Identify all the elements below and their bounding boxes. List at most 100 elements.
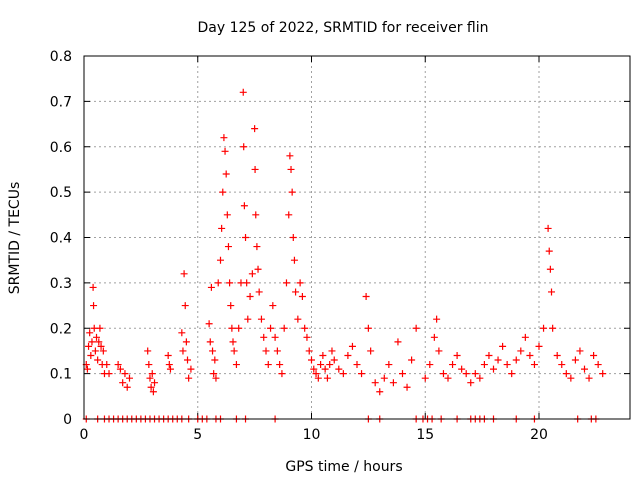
x-tick-label: 20 xyxy=(530,427,548,443)
y-tick-labels: 0 0.1 0.2 0.3 0.4 0.5 0.6 0.7 0.8 xyxy=(50,49,72,428)
data-point xyxy=(339,370,347,378)
data-point xyxy=(219,188,227,196)
data-point xyxy=(453,351,461,359)
y-tick-label: 0.2 xyxy=(50,321,72,337)
x-tick-label: 5 xyxy=(193,427,202,443)
y-tick-label: 0.5 xyxy=(50,185,72,201)
data-point xyxy=(251,125,259,133)
data-point xyxy=(312,370,320,378)
data-point xyxy=(89,283,97,291)
data-point xyxy=(239,88,247,96)
data-point xyxy=(599,370,607,378)
data-point xyxy=(83,365,91,373)
data-point xyxy=(314,374,322,382)
data-point xyxy=(182,338,190,346)
data-point xyxy=(224,243,232,251)
data-point xyxy=(558,361,566,369)
data-point xyxy=(267,324,275,332)
data-point xyxy=(289,234,297,241)
data-point xyxy=(305,347,313,355)
data-point xyxy=(246,292,254,300)
data-point xyxy=(344,351,352,359)
data-point xyxy=(278,370,286,378)
data-point xyxy=(328,347,336,355)
data-point xyxy=(467,379,475,387)
y-tick-label: 0 xyxy=(63,412,72,428)
data-point xyxy=(210,370,218,378)
data-point xyxy=(232,361,240,369)
data-point xyxy=(546,265,554,273)
data-point xyxy=(119,379,127,387)
data-point xyxy=(184,356,192,364)
x-tick-label: 10 xyxy=(303,427,321,443)
x-axis-title: GPS time / hours xyxy=(285,459,402,475)
data-point xyxy=(503,361,511,369)
data-point xyxy=(553,351,561,359)
data-point xyxy=(371,379,379,387)
data-point xyxy=(449,361,457,369)
data-point xyxy=(581,365,588,373)
data-point xyxy=(540,324,548,332)
data-point xyxy=(264,361,272,369)
data-point xyxy=(178,329,186,337)
data-point xyxy=(530,361,538,369)
data-point xyxy=(116,365,124,373)
data-point xyxy=(303,333,311,341)
data-point xyxy=(121,370,129,378)
data-point xyxy=(214,279,222,287)
data-point xyxy=(394,338,402,346)
data-point xyxy=(240,202,248,210)
data-point xyxy=(103,361,111,369)
data-point xyxy=(319,351,327,359)
data-point xyxy=(517,347,525,355)
data-point xyxy=(280,324,288,332)
data-point xyxy=(412,324,420,332)
plot-frame xyxy=(83,55,631,420)
data-point xyxy=(85,342,93,350)
data-point xyxy=(594,361,602,369)
chart-title: Day 125 of 2022, SRMTID for receiver fli… xyxy=(198,20,489,36)
data-point xyxy=(308,356,315,364)
data-point xyxy=(426,361,434,369)
data-point xyxy=(165,361,173,369)
data-point xyxy=(367,347,375,355)
data-point xyxy=(252,211,260,219)
data-point xyxy=(86,329,94,337)
data-point xyxy=(123,383,131,391)
data-point xyxy=(251,165,259,173)
data-point xyxy=(257,315,265,323)
data-point xyxy=(549,324,557,332)
data-point xyxy=(494,356,502,364)
data-point xyxy=(358,370,366,378)
data-point xyxy=(288,188,296,196)
data-point xyxy=(221,147,229,155)
data-point xyxy=(209,347,217,355)
data-point xyxy=(229,338,237,346)
x-tick-label: 0 xyxy=(80,427,89,443)
data-point xyxy=(226,279,234,287)
data-point xyxy=(362,292,370,300)
data-point xyxy=(254,265,262,273)
data-point xyxy=(90,302,98,310)
data-point xyxy=(148,370,156,378)
data-point xyxy=(223,211,231,219)
data-point xyxy=(282,279,290,287)
data-point xyxy=(269,302,277,310)
y-tick-label: 0.7 xyxy=(50,94,72,110)
data-point xyxy=(96,324,104,332)
y-tick-label: 0.4 xyxy=(50,231,72,247)
data-point xyxy=(166,365,174,373)
data-point xyxy=(545,247,553,255)
data-point xyxy=(512,356,520,364)
data-point xyxy=(114,361,122,369)
data-point xyxy=(301,324,309,332)
y-tick-label: 0.6 xyxy=(50,140,72,156)
data-point xyxy=(180,270,188,278)
data-point xyxy=(567,374,575,382)
data-point xyxy=(164,351,172,359)
data-point xyxy=(91,347,99,355)
data-point xyxy=(262,347,270,355)
data-point xyxy=(240,143,248,151)
data-point xyxy=(151,379,159,387)
data-point xyxy=(287,165,295,173)
